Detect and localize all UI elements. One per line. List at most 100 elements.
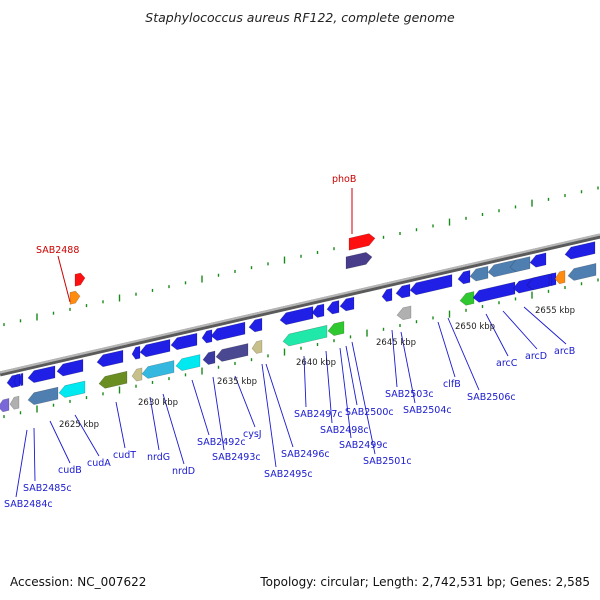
gene-label: SAB2500c — [345, 407, 394, 418]
gene-feature-arrow — [27, 365, 56, 384]
gene-feature-arrow — [98, 370, 128, 389]
label-leader — [303, 355, 307, 408]
gene-label: SAB2493c — [212, 452, 261, 463]
kbp-label: 2645 kbp — [376, 338, 416, 348]
gene-feature-arrow — [175, 354, 201, 371]
feature-track — [0, 233, 597, 413]
gene-label: cudA — [87, 458, 111, 469]
backbone-highlight — [0, 233, 600, 374]
label-leader — [162, 393, 185, 465]
gene-feature-arrow — [339, 296, 355, 312]
gene-label: SAB2504c — [403, 405, 452, 416]
gene-label: SAB2501c — [363, 456, 412, 467]
highlighted-gene-label: SAB2488 — [36, 245, 79, 256]
gene-feature-arrow — [327, 321, 345, 337]
label-leader — [33, 427, 36, 482]
kbp-label: 2625 kbp — [59, 420, 99, 430]
gene-feature-arrow — [27, 386, 59, 406]
label-leader — [191, 379, 210, 436]
genome-backbone — [0, 233, 600, 377]
kbp-label: 2630 kbp — [138, 398, 178, 408]
backbone-shadow — [0, 233, 600, 377]
label-leader — [115, 401, 126, 449]
gene-feature-arrow — [74, 272, 86, 287]
label-leader — [351, 341, 376, 455]
gene-feature-arrow — [202, 350, 216, 365]
gene-feature-arrow — [529, 252, 547, 268]
kbp-label: 2635 kbp — [217, 377, 257, 387]
label-leader — [74, 414, 100, 457]
gene-feature-arrow — [567, 263, 597, 281]
gene-label: SAB2503c — [385, 389, 434, 400]
gene-feature-arrow — [251, 339, 263, 354]
genome-summary-text: Topology: circular; Length: 2,742,531 bp… — [259, 575, 590, 589]
gene-feature-arrow — [170, 332, 198, 351]
gene-label: cysJ — [243, 429, 262, 440]
kbp-label: 2640 kbp — [296, 358, 336, 368]
gene-feature-arrow — [282, 324, 328, 347]
gene-feature-arrow — [9, 395, 20, 410]
gene-label: arcC — [496, 358, 518, 369]
gene-label: arcB — [554, 346, 575, 357]
gene-feature-arrow — [348, 233, 376, 251]
gene-feature-arrow — [381, 287, 393, 302]
label-leader — [212, 376, 225, 451]
gene-label: SAB2484c — [4, 499, 53, 510]
label-leader — [149, 396, 160, 451]
gene-label: cudT — [113, 450, 136, 461]
gene-label: SAB2497c — [294, 409, 343, 420]
gene-label: clfB — [443, 379, 461, 390]
label-leader — [391, 329, 398, 388]
kbp-label: 2650 kbp — [455, 322, 495, 332]
gene-feature-arrow — [345, 251, 373, 270]
label-leader — [523, 306, 567, 345]
label-leader — [400, 331, 416, 404]
label-leader — [447, 317, 480, 391]
gene-feature-arrow — [215, 343, 249, 362]
label-leader — [437, 321, 456, 378]
gene-feature-arrow — [0, 398, 10, 413]
kbp-label: 2655 kbp — [535, 306, 575, 316]
gene-label: SAB2498c — [320, 425, 369, 436]
gene-feature-arrow — [210, 321, 246, 341]
label-leader — [325, 350, 333, 424]
gene-feature-arrow — [326, 300, 340, 315]
gene-feature-arrow — [58, 380, 86, 398]
gene-feature-arrow — [248, 317, 263, 333]
gene-feature-arrow — [409, 274, 453, 296]
gene-label: nrdD — [172, 466, 195, 477]
inner-tick-track — [3, 278, 599, 419]
gene-label: SAB2496c — [281, 449, 330, 460]
gene-feature-arrow — [139, 339, 171, 358]
gene-feature-arrow — [56, 359, 84, 377]
label-leader — [261, 363, 277, 468]
gene-feature-arrow — [141, 360, 175, 379]
gene-label: nrdG — [147, 452, 170, 463]
gene-feature-arrow — [526, 273, 550, 291]
gene-label: SAB2499c — [339, 440, 388, 451]
gene-feature-arrow — [564, 241, 596, 260]
label-leader — [485, 313, 509, 357]
highlighted-gene-label: phoB — [332, 174, 356, 185]
label-leader — [15, 429, 28, 498]
label-leader-lines — [15, 188, 567, 498]
kbp-scale-labels: 2625 kbp 2630 kbp 2635 kbp 2640 kbp 2645 kbp… — [59, 306, 575, 430]
gene-feature-arrow — [396, 305, 412, 321]
label-leader — [339, 347, 352, 439]
gene-feature-arrow — [96, 349, 124, 368]
label-leader — [502, 310, 538, 350]
gene-label: arcD — [525, 351, 547, 362]
label-leader — [265, 363, 294, 448]
gene-label: SAB2492c — [197, 437, 246, 448]
gene-label: SAB2495c — [264, 469, 313, 480]
gene-feature-arrow — [69, 290, 81, 305]
label-leader — [49, 420, 71, 464]
gene-feature-arrow — [18, 372, 24, 387]
label-leader — [234, 375, 256, 428]
highlight-leader — [57, 255, 71, 303]
gene-feature-arrow — [554, 270, 566, 285]
map-title: Staphylococcus aureus RF122, complete ge… — [145, 10, 455, 25]
